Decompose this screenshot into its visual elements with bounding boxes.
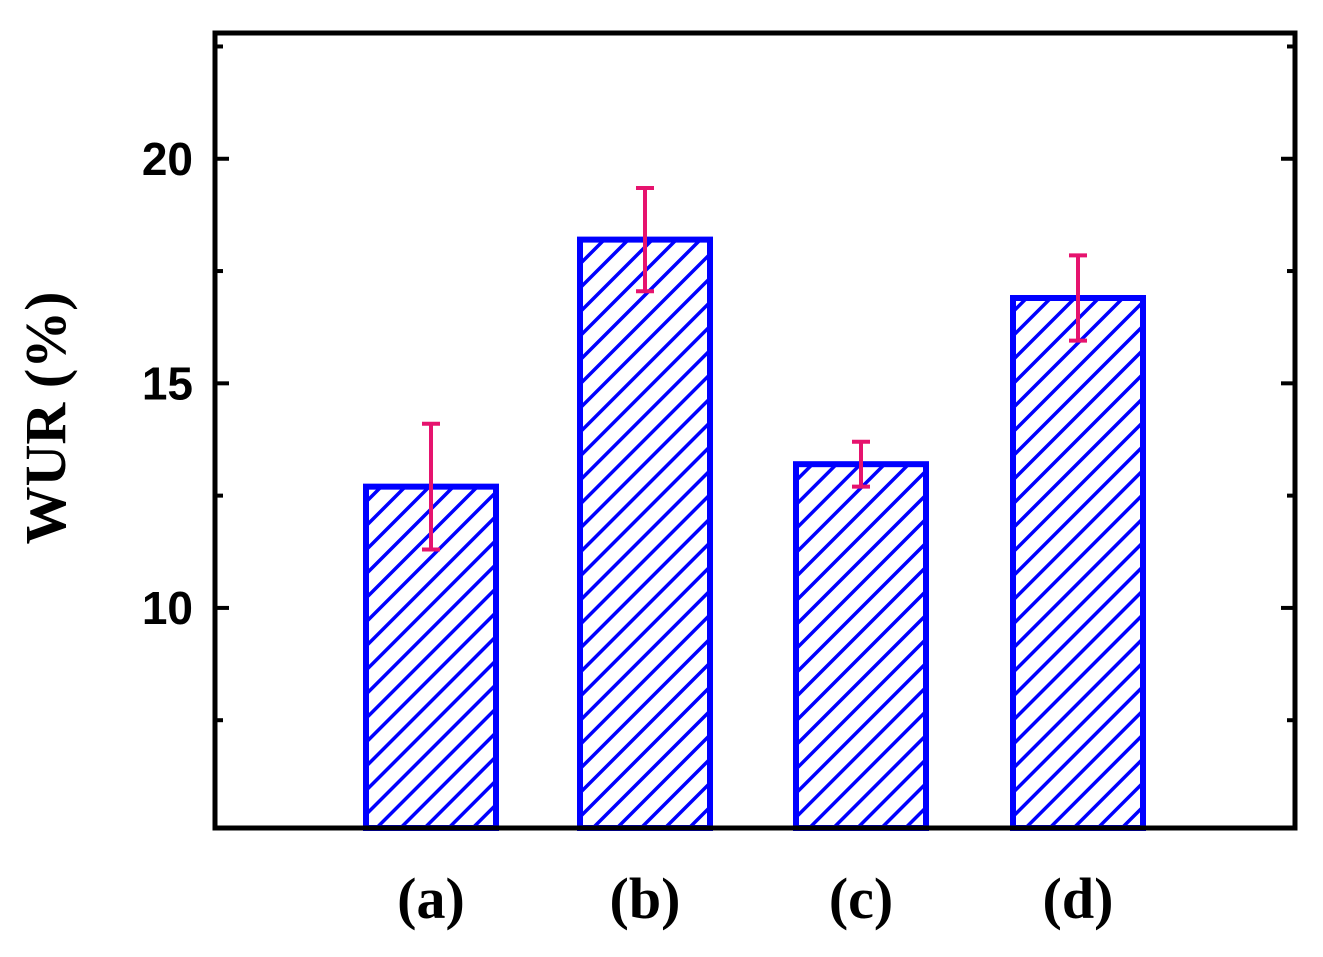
error-bar-3 bbox=[1069, 253, 1087, 343]
y-axis-ticks: 10 15 20 bbox=[142, 44, 1295, 723]
category-label-3: (d) bbox=[1043, 866, 1114, 931]
bar-2 bbox=[793, 461, 929, 831]
plot-frame bbox=[212, 30, 1298, 831]
error-bar-2 bbox=[852, 439, 870, 489]
category-label-2: (c) bbox=[829, 866, 893, 931]
bar-3 bbox=[1010, 295, 1146, 831]
bars-group bbox=[363, 236, 1146, 831]
bar-1 bbox=[577, 236, 713, 831]
y-tick-label: 15 bbox=[142, 357, 193, 409]
y-tick-label: 20 bbox=[142, 133, 193, 185]
category-label-0: (a) bbox=[397, 866, 465, 931]
error-bar-1 bbox=[636, 185, 654, 294]
y-tick-label: 10 bbox=[142, 582, 193, 634]
category-label-1: (b) bbox=[610, 866, 681, 931]
error-bar-0 bbox=[422, 421, 440, 552]
y-axis-label: WUR (%) bbox=[13, 292, 78, 545]
x-axis-labels: (a) (b) (c) (d) bbox=[397, 866, 1113, 931]
error-bars-group bbox=[422, 185, 1087, 552]
